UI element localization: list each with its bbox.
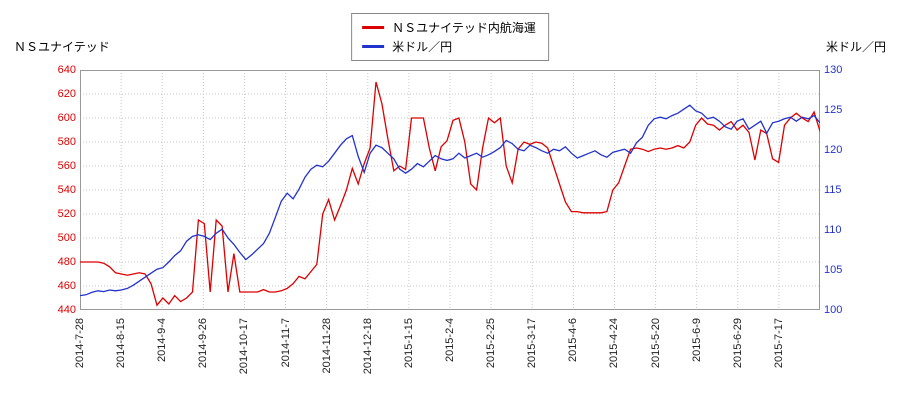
left-axis-tick-label: 580 <box>57 136 76 148</box>
x-axis-label: 2014-12-18 <box>361 318 374 375</box>
legend-label-stock: ＮＳユナイテッド内航海運 <box>392 21 536 35</box>
legend: ＮＳユナイテッド内航海運 米ドル／円 <box>351 13 549 61</box>
x-axis-label: 2015-1-15 <box>402 318 415 369</box>
x-axis-label: 2015-2-25 <box>485 318 498 369</box>
left-axis-tick-label: 540 <box>57 184 76 196</box>
right-axis-tick-label: 115 <box>824 184 842 196</box>
x-axis-label: 2014-9-4 <box>156 318 169 363</box>
right-axis-tick-label: 110 <box>824 224 842 236</box>
right-axis-tick-label: 125 <box>824 104 843 116</box>
x-axis-label: 2014-8-15 <box>115 318 128 369</box>
left-axis-title: ＮＳユナイテッド <box>14 40 110 54</box>
x-axis-label: 2015-4-24 <box>608 318 621 369</box>
right-axis-tick-label: 130 <box>824 64 843 76</box>
plot-border <box>80 70 820 310</box>
x-axis-label: 2014-7-28 <box>74 318 86 369</box>
left-axis-tick-label: 560 <box>57 160 76 172</box>
usdjpy-series-line <box>79 104 821 297</box>
left-axis-tick-label: 460 <box>57 280 76 292</box>
left-axis-tick-label: 480 <box>57 256 76 268</box>
left-axis-tick-label: 600 <box>57 112 76 124</box>
left-axis-tick-label: 440 <box>57 304 76 316</box>
legend-item-stock: ＮＳユナイテッド内航海運 <box>362 18 536 37</box>
left-axis-tick-label: 640 <box>57 64 76 76</box>
x-axis-label: 2015-2-4 <box>444 318 456 363</box>
x-axis-label: 2015-6-9 <box>690 318 703 363</box>
right-axis-tick-label: 120 <box>824 144 843 156</box>
stock-line-swatch <box>362 26 385 29</box>
left-axis-tick-label: 620 <box>57 88 76 100</box>
x-axis-label: 2015-3-17 <box>526 318 539 369</box>
legend-item-usdjpy: 米ドル／円 <box>362 37 536 56</box>
x-axis-label: 2015-7-17 <box>772 318 785 369</box>
x-axis-label: 2014-11-28 <box>320 318 333 374</box>
left-axis-tick-label: 520 <box>57 208 76 220</box>
x-axis-label: 2015-6-29 <box>731 318 744 369</box>
x-axis-label: 2014-10-17 <box>238 318 251 375</box>
legend-label-usdjpy: 米ドル／円 <box>392 40 453 54</box>
x-axis-label: 2015-4-6 <box>567 318 580 363</box>
x-axis-label: 2014-11-7 <box>279 318 292 368</box>
x-axis-label: 2015-5-20 <box>649 318 662 369</box>
right-axis-tick-label: 100 <box>824 304 843 316</box>
right-axis-tick-label: 105 <box>824 264 843 276</box>
x-axis-label: 2014-9-26 <box>197 318 210 369</box>
plot-area <box>79 70 821 310</box>
right-axis-title: 米ドル／円 <box>825 40 886 54</box>
stock-series-line <box>80 81 821 307</box>
left-axis-tick-label: 500 <box>57 232 76 244</box>
usdjpy-line-swatch <box>362 45 385 48</box>
plot-svg <box>79 70 821 310</box>
